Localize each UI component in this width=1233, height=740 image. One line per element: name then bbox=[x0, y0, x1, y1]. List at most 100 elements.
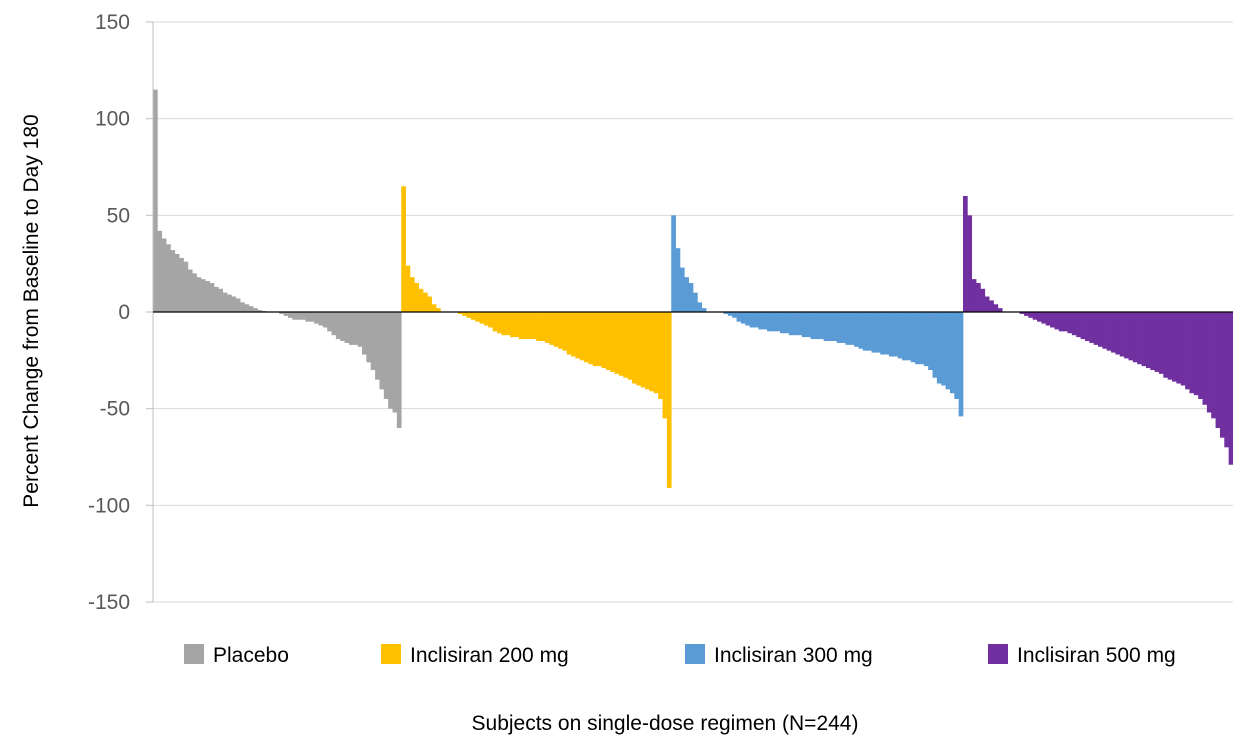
bar bbox=[283, 312, 289, 316]
bar bbox=[989, 300, 994, 312]
bar bbox=[401, 186, 406, 312]
bar bbox=[549, 312, 554, 345]
bar bbox=[392, 312, 398, 413]
bar bbox=[1023, 312, 1029, 316]
bar bbox=[183, 261, 189, 312]
bar bbox=[880, 312, 885, 355]
bar bbox=[488, 312, 494, 328]
bar bbox=[340, 312, 345, 341]
bar bbox=[980, 288, 986, 312]
bar bbox=[640, 312, 646, 388]
bar bbox=[1189, 312, 1195, 394]
bar bbox=[157, 230, 163, 312]
bar bbox=[231, 296, 237, 312]
bar bbox=[1093, 312, 1099, 345]
bar bbox=[575, 312, 581, 359]
legend: Placebo Inclisiran 200 mg Inclisiran 300… bbox=[184, 644, 1176, 667]
bar bbox=[571, 312, 576, 357]
bar bbox=[997, 308, 1003, 312]
legend-item-placebo: Placebo bbox=[184, 644, 289, 667]
bar bbox=[213, 286, 219, 312]
bar bbox=[187, 269, 193, 312]
bar bbox=[675, 248, 681, 312]
bar bbox=[200, 279, 206, 312]
y-tick-label: 0 bbox=[118, 301, 130, 324]
bar bbox=[871, 312, 877, 353]
bar bbox=[505, 312, 511, 336]
bar bbox=[971, 279, 977, 312]
bar bbox=[1211, 312, 1216, 419]
bar bbox=[784, 312, 790, 334]
bar bbox=[1054, 312, 1060, 330]
bar bbox=[348, 312, 354, 345]
bar bbox=[553, 312, 559, 347]
bar bbox=[749, 312, 755, 328]
legend-swatch-inclisiran-200 bbox=[381, 644, 401, 664]
bar bbox=[1102, 312, 1108, 349]
bar bbox=[318, 312, 324, 326]
bar bbox=[936, 312, 942, 384]
bar bbox=[248, 306, 254, 312]
y-axis-title: Percent Change from Baseline to Day 180 bbox=[20, 114, 43, 507]
bar bbox=[1158, 312, 1164, 374]
bar bbox=[1202, 312, 1208, 405]
bar bbox=[497, 312, 502, 334]
bar bbox=[649, 312, 655, 392]
series-3 bbox=[671, 215, 964, 417]
bar bbox=[1219, 312, 1225, 438]
bar bbox=[1198, 312, 1203, 399]
bar bbox=[740, 312, 746, 324]
bar bbox=[218, 288, 224, 312]
bar bbox=[1154, 312, 1160, 372]
bar bbox=[884, 312, 890, 355]
bar bbox=[240, 302, 245, 312]
bar bbox=[279, 312, 284, 314]
y-tick-label: 50 bbox=[107, 204, 130, 227]
bar bbox=[357, 312, 363, 347]
series-1 bbox=[153, 89, 402, 428]
bar bbox=[1193, 312, 1199, 396]
y-tick-label: 100 bbox=[95, 108, 130, 131]
bar bbox=[828, 312, 833, 341]
bar bbox=[436, 308, 441, 312]
legend-item-inclisiran-300: Inclisiran 300 mg bbox=[685, 644, 873, 667]
bar bbox=[788, 312, 794, 336]
bar bbox=[823, 312, 829, 341]
bar bbox=[209, 283, 215, 312]
bar bbox=[810, 312, 816, 340]
bar bbox=[518, 312, 524, 340]
bar bbox=[893, 312, 899, 357]
bar bbox=[205, 281, 210, 312]
bar bbox=[375, 312, 380, 380]
bar bbox=[832, 312, 838, 341]
bar bbox=[1224, 312, 1229, 448]
bar bbox=[222, 292, 228, 312]
bar bbox=[179, 257, 184, 312]
bar bbox=[854, 312, 859, 347]
bar bbox=[492, 312, 498, 332]
bar bbox=[153, 89, 158, 312]
bar bbox=[558, 312, 563, 349]
series-2 bbox=[401, 186, 672, 488]
bar bbox=[767, 312, 772, 332]
bar bbox=[544, 312, 550, 343]
bar bbox=[819, 312, 824, 340]
bar bbox=[801, 312, 807, 338]
y-tick-labels: 150 100 50 0 -50 -100 -150 bbox=[88, 11, 130, 614]
bar bbox=[618, 312, 624, 376]
bar bbox=[945, 312, 951, 390]
bar bbox=[1106, 312, 1112, 351]
legend-swatch-inclisiran-500 bbox=[988, 644, 1008, 664]
bars bbox=[153, 89, 1233, 488]
bar bbox=[662, 312, 668, 419]
bar bbox=[462, 312, 467, 316]
bar bbox=[379, 312, 385, 390]
legend-swatch-inclisiran-300 bbox=[685, 644, 705, 664]
bar bbox=[1145, 312, 1151, 369]
bar bbox=[845, 312, 851, 345]
bar bbox=[601, 312, 607, 369]
bar bbox=[322, 312, 328, 328]
bar bbox=[645, 312, 650, 390]
bar bbox=[1028, 312, 1034, 318]
bar bbox=[196, 277, 202, 312]
